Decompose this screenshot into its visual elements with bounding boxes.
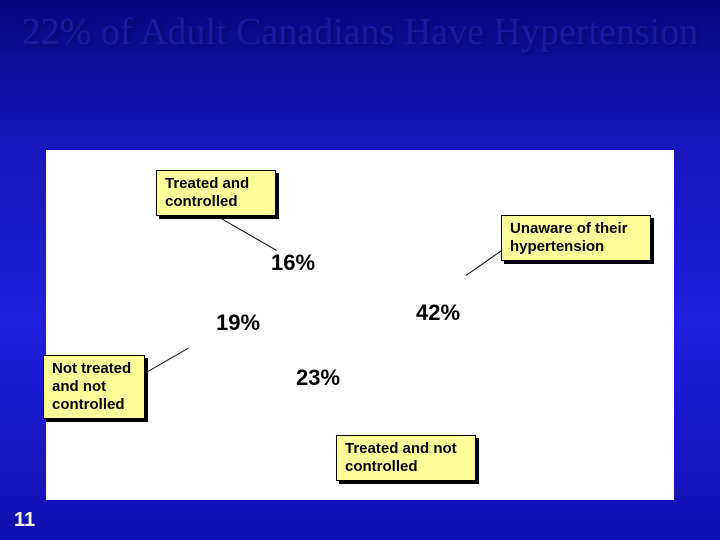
leader-line (216, 215, 277, 251)
label-unaware: Unaware of their hypertension (501, 215, 651, 261)
label-treated-controlled: Treated and controlled (156, 170, 276, 216)
slide-number: 11 (14, 509, 35, 532)
pct-unaware: 42% (416, 300, 460, 326)
label-not-treated-not-controlled: Not treated and not controlled (43, 355, 145, 419)
pct-treated-not-controlled: 23% (296, 365, 340, 391)
slide-title: 22% of Adult Canadians Have Hypertension (0, 0, 720, 54)
pct-not-treated-not-controlled: 19% (216, 310, 260, 336)
chart-area: Treated and controlled Unaware of their … (46, 150, 674, 500)
label-treated-not-controlled: Treated and not controlled (336, 435, 476, 481)
leader-line (141, 348, 189, 376)
pct-treated-controlled: 16% (271, 250, 315, 276)
